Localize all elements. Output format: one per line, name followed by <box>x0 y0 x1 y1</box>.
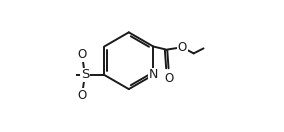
Text: N: N <box>149 68 158 81</box>
Text: O: O <box>77 48 86 61</box>
Text: O: O <box>164 72 173 85</box>
Text: S: S <box>81 68 89 81</box>
Text: O: O <box>77 89 86 102</box>
Text: O: O <box>178 41 187 54</box>
